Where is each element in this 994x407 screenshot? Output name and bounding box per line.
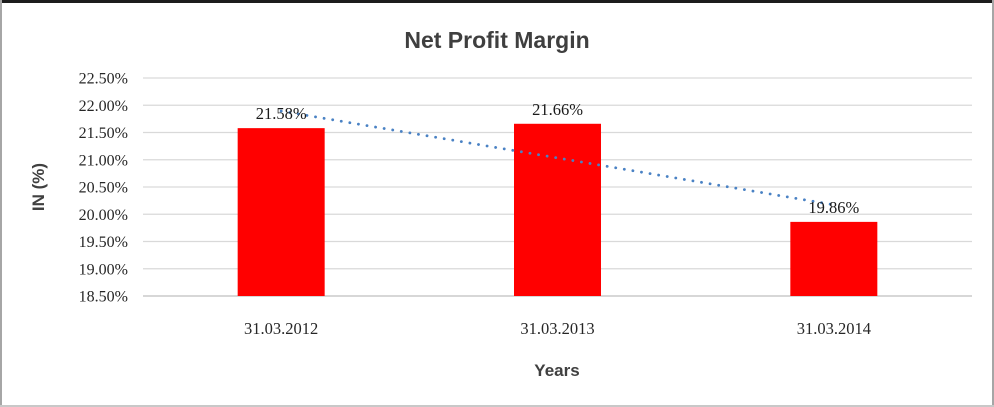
y-tick-label: 20.50% (79, 180, 128, 197)
bar-31.03.2013 (514, 123, 601, 296)
chart-title: Net Profit Margin (404, 27, 589, 53)
bar-31.03.2014 (790, 221, 878, 296)
data-labels: 21.58% 21.66% 19.86% (256, 100, 860, 217)
y-axis-title: IN (%) (29, 163, 48, 211)
data-label-31.03.2012: 21.58% (256, 104, 307, 123)
frame-border-left (0, 0, 2, 407)
y-tick-label: 18.50% (79, 289, 128, 306)
frame-border-right (992, 0, 994, 407)
data-label-31.03.2013: 21.66% (532, 100, 583, 119)
y-tick-label: 19.50% (79, 234, 128, 251)
x-tick-labels: 31.03.2012 31.03.2013 31.03.2014 (244, 319, 871, 338)
frame-border-bottom (0, 405, 994, 407)
y-tick-label: 21.50% (79, 125, 128, 142)
y-tick-label: 22.00% (79, 98, 128, 115)
y-tick-label: 19.00% (79, 261, 128, 278)
x-tick-label: 31.03.2012 (244, 319, 318, 338)
data-label-31.03.2014: 19.86% (808, 198, 859, 217)
frame-border-top (0, 0, 994, 3)
y-tick-label: 20.00% (79, 207, 128, 224)
bar-31.03.2012 (237, 128, 325, 296)
x-tick-label: 31.03.2014 (797, 319, 871, 338)
x-axis-title: Years (534, 361, 579, 380)
bar-series (237, 123, 878, 296)
y-tick-labels: 22.50% 22.00% 21.50% 21.00% 20.50% 20.00% 19.5… (79, 71, 128, 306)
x-tick-label: 31.03.2013 (520, 319, 594, 338)
y-tick-label: 22.50% (79, 71, 128, 88)
y-tick-label: 21.00% (79, 152, 128, 169)
